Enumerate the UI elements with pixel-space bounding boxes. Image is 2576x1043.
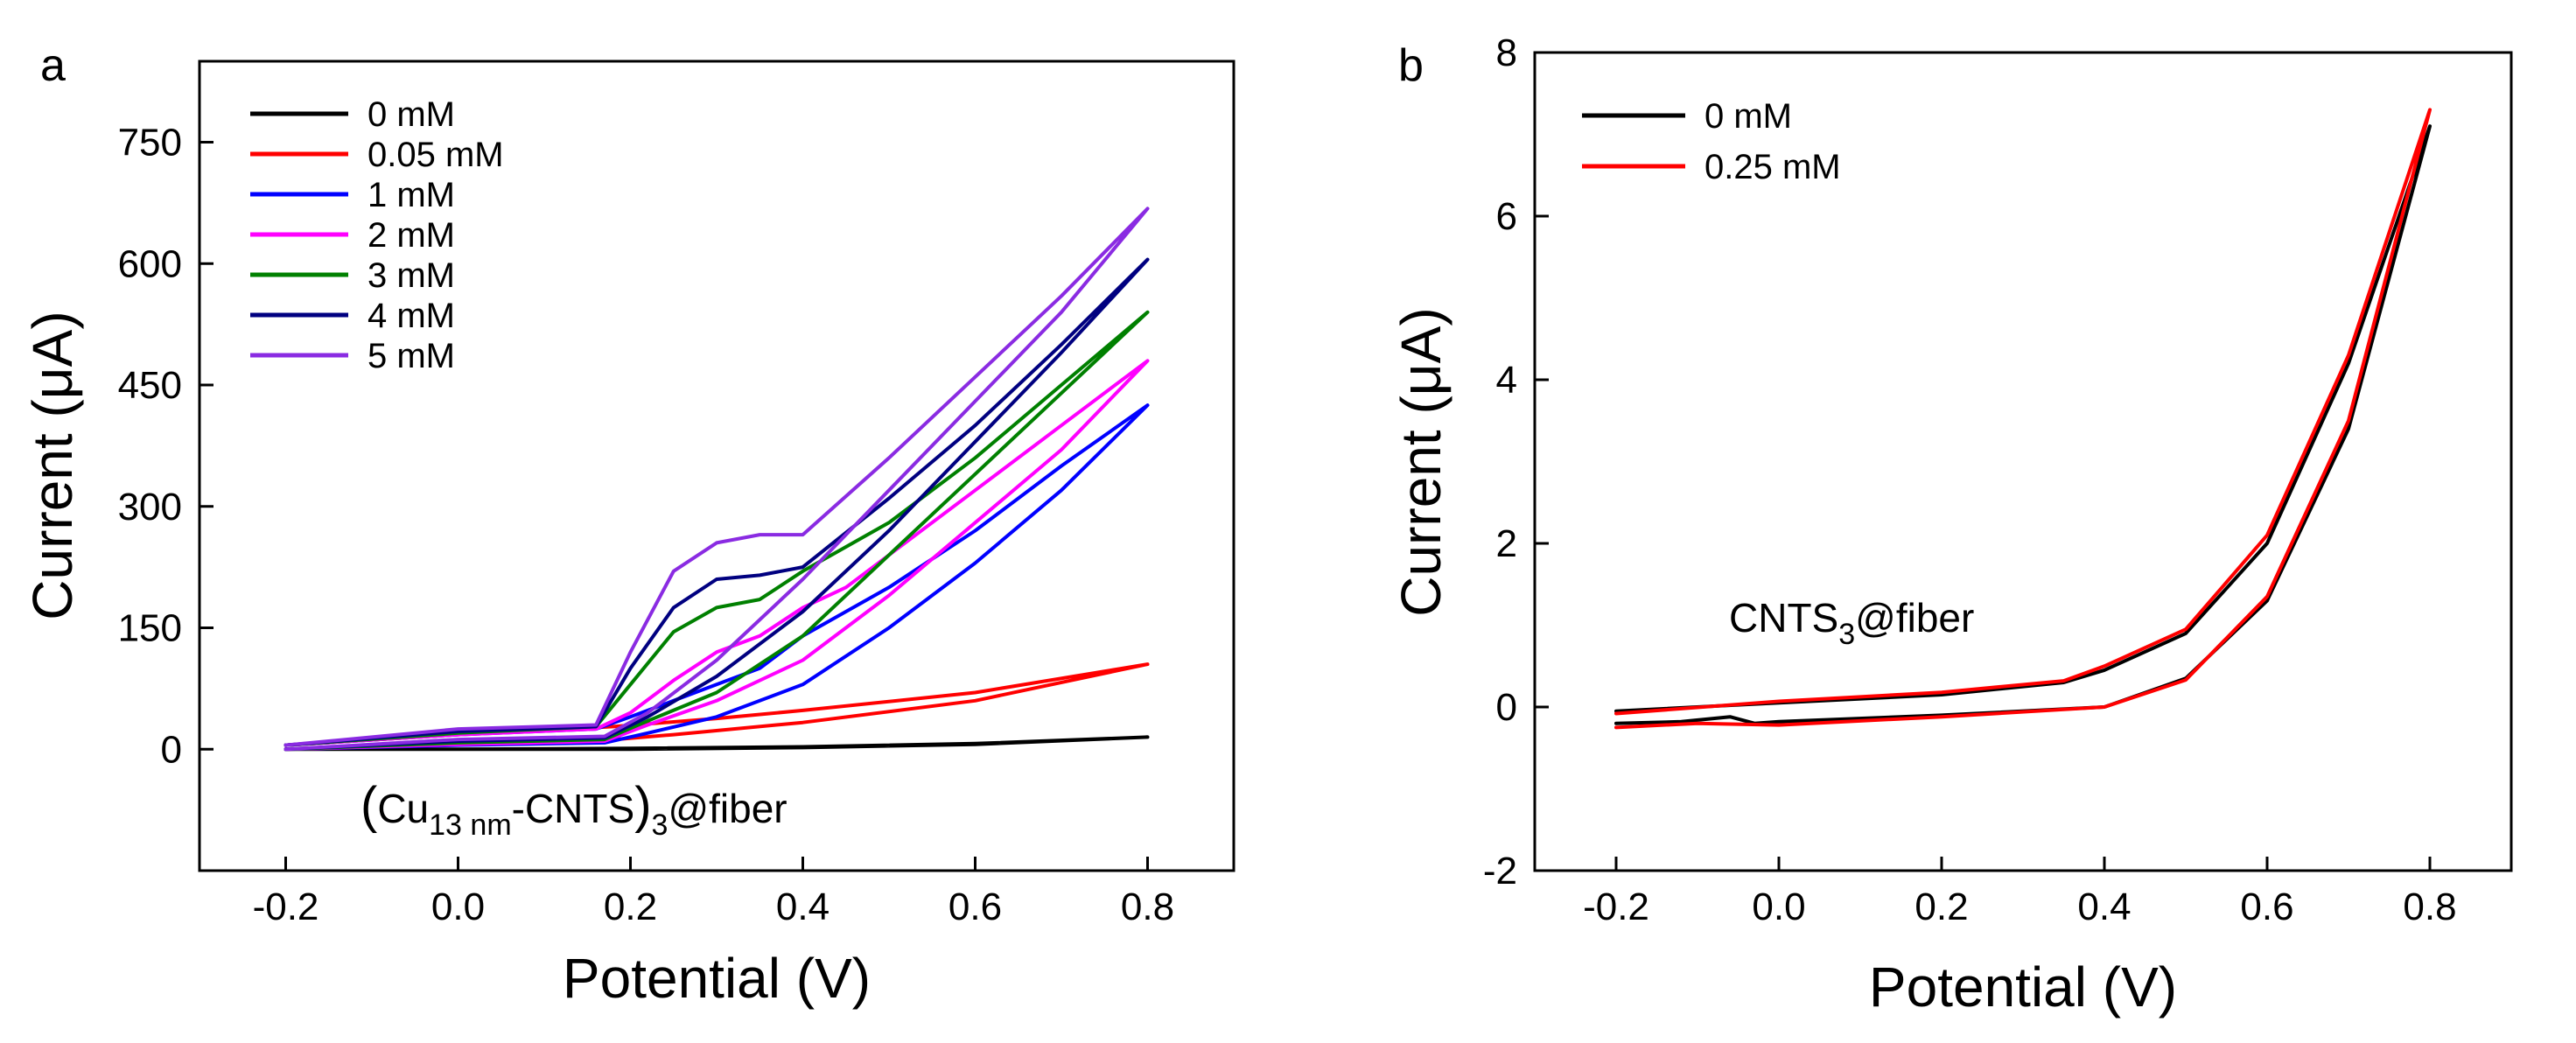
series-line xyxy=(284,403,1150,752)
legend-label: 0.25 mM xyxy=(1704,148,1841,186)
x-tick-label: 0.4 xyxy=(2077,886,2131,928)
x-tick-label: 0.8 xyxy=(2403,886,2456,928)
x-tick-label: 0.8 xyxy=(1121,886,1174,928)
y-tick-label: 2 xyxy=(1496,522,1517,565)
x-tick-label: -0.2 xyxy=(1583,886,1649,928)
series-line xyxy=(1614,108,2432,730)
y-tick-label: 750 xyxy=(118,122,182,164)
chart-panel-b: b -0.2 0.0 0.2 0.4 0.6 0.8 -2 0 2 4 6 8 Potential … xyxy=(1390,32,2513,1018)
legend-label: 4 mM xyxy=(368,297,455,335)
series-line xyxy=(284,310,1150,752)
legend-label: 3 mM xyxy=(368,256,455,295)
panel-label-a: a xyxy=(40,40,66,91)
legend-label: 1 mM xyxy=(368,176,455,214)
series-line xyxy=(284,735,1150,752)
y-tick-label: 0 xyxy=(161,728,182,771)
y-tick-label: 600 xyxy=(118,242,182,285)
panel-label-b: b xyxy=(1398,40,1424,91)
x-tick-label: 0.0 xyxy=(431,886,485,928)
x-tick-label: 0.6 xyxy=(2240,886,2293,928)
y-tick-label: 450 xyxy=(118,364,182,407)
chart-panel-a: a -0.2 0.0 0.2 0.4 0.6 0.8 0 150 300 450 600 750 P… xyxy=(21,40,1236,1010)
y-tick-label: 300 xyxy=(118,486,182,528)
x-axis-label-b: Potential (V) xyxy=(1869,956,2177,1018)
y-tick-label: 0 xyxy=(1496,686,1517,729)
legend-b: 0 mM 0.25 mM xyxy=(1582,97,1841,186)
x-tick-label: 0.2 xyxy=(1914,886,1968,928)
legend-label: 2 mM xyxy=(368,216,455,255)
x-ticks-b: -0.2 0.0 0.2 0.4 0.6 0.8 xyxy=(1583,857,2457,928)
legend-label: 5 mM xyxy=(368,337,455,375)
y-tick-label: 8 xyxy=(1496,32,1517,74)
y-tick-label: 6 xyxy=(1496,195,1517,238)
plot-frame-b xyxy=(1533,51,2513,872)
y-ticks-b: -2 0 2 4 6 8 xyxy=(1483,32,1549,892)
y-ticks-a: 0 150 300 450 600 750 xyxy=(118,122,214,771)
annotation-a-close: ) xyxy=(634,777,651,834)
plot-frame-a xyxy=(198,60,1236,872)
annotation-a-tail: @fiber xyxy=(668,786,787,831)
annotation-a-mid: -CNTS xyxy=(512,786,635,831)
annotation-a-sub2: 3 xyxy=(652,808,668,842)
annotation-a-open: ( xyxy=(360,777,377,834)
annotation-b-tail: @fiber xyxy=(1855,595,1974,640)
x-axis-label-a: Potential (V) xyxy=(563,947,871,1010)
x-ticks-a: -0.2 0.0 0.2 0.4 0.6 0.8 xyxy=(253,857,1174,928)
annotation-b-sub: 3 xyxy=(1838,618,1855,651)
series-line xyxy=(284,257,1150,752)
annotation-a-base: Cu xyxy=(377,786,429,831)
y-tick-label: 4 xyxy=(1496,359,1517,402)
legend-label: 0.05 mM xyxy=(368,136,504,174)
x-tick-label: 0.2 xyxy=(604,886,657,928)
x-tick-label: 0.0 xyxy=(1752,886,1805,928)
annotation-b: CNTS3@fiber xyxy=(1729,595,1974,651)
legend-a: 0 mM0.05 mM1 mM2 mM3 mM4 mM5 mM xyxy=(250,95,504,375)
legend-label: 0 mM xyxy=(368,95,455,134)
series-line xyxy=(284,359,1150,752)
y-tick-label: 150 xyxy=(118,607,182,650)
series-lines-a xyxy=(284,206,1150,752)
legend-label: 0 mM xyxy=(1704,97,1792,136)
y-axis-label-b: Current (μA) xyxy=(1390,307,1452,616)
series-line xyxy=(284,206,1150,752)
x-tick-label: 0.4 xyxy=(776,886,830,928)
annotation-b-base: CNTS xyxy=(1729,595,1838,640)
y-axis-label-a: Current (μA) xyxy=(21,311,84,620)
annotation-a-sub: 13 nm xyxy=(429,808,512,842)
y-tick-label: -2 xyxy=(1483,850,1517,892)
x-tick-label: -0.2 xyxy=(253,886,319,928)
annotation-a: (Cu13 nm-CNTS)3@fiber xyxy=(360,777,788,842)
series-lines-b xyxy=(1614,108,2432,730)
x-tick-label: 0.6 xyxy=(948,886,1002,928)
